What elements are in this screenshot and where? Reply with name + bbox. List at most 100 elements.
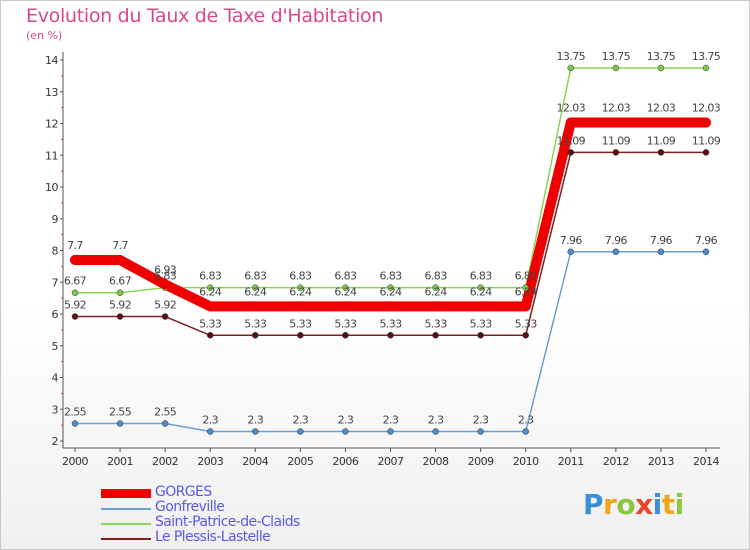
data-point: [430, 301, 441, 312]
data-label: 6.83: [199, 270, 222, 283]
logo-letter: t: [661, 488, 675, 521]
data-point: [115, 255, 126, 266]
data-label: 13.75: [557, 50, 586, 63]
data-point: [522, 284, 529, 291]
x-tick-label: 2013: [648, 455, 674, 468]
data-label: 2.3: [202, 413, 218, 426]
data-point: [250, 301, 261, 312]
data-point: [702, 64, 710, 72]
data-label: 12.03: [602, 102, 631, 115]
data-point: [71, 420, 79, 427]
axes: 2 3 4 5 6 7 8 9 10 11 12 13 14 2000 2001 2002 2003 2004 20…: [45, 52, 720, 468]
proxiti-logo: Proxiti: [583, 488, 684, 521]
y-tick-label: 11: [45, 149, 58, 162]
data-point: [655, 117, 666, 128]
data-label: 2.3: [383, 413, 399, 426]
y-tick-label: 7: [52, 276, 59, 289]
logo-letter: i: [652, 488, 663, 521]
data-label: 7.7: [67, 239, 83, 252]
data-point: [567, 64, 575, 72]
data-point: [116, 313, 124, 320]
data-label: 2.3: [247, 413, 263, 426]
data-label: 6.83: [244, 270, 267, 283]
unit-label: (en %): [26, 29, 63, 42]
data-label: 7.96: [605, 234, 628, 247]
data-label: 2.55: [64, 406, 87, 419]
data-point: [161, 313, 169, 320]
data-point: [612, 64, 620, 72]
x-tick-label: 2003: [197, 455, 223, 468]
data-point: [297, 332, 304, 339]
data-label: 6.83: [470, 270, 493, 283]
data-point: [432, 428, 439, 435]
legend-label: Saint-Patrice-de-Claids: [155, 514, 300, 530]
x-tick-label: 2009: [468, 455, 494, 468]
data-point: [657, 64, 665, 72]
data-point: [252, 428, 259, 435]
data-label: 6.83: [334, 270, 357, 283]
data-label: 2.3: [428, 413, 444, 426]
data-point: [71, 289, 79, 296]
data-label: 12.03: [557, 102, 586, 115]
data-label: 7.7: [112, 239, 128, 252]
data-label: 12.03: [692, 102, 721, 115]
data-label: 5.92: [64, 299, 86, 312]
data-point: [70, 255, 80, 266]
data-label: 2.3: [518, 413, 534, 426]
data-label: 12.03: [647, 102, 676, 115]
legend-swatch: [101, 508, 151, 510]
data-point: [387, 332, 394, 339]
y-tick-label: 5: [52, 340, 59, 353]
data-point: [206, 332, 214, 339]
data-point: [700, 117, 711, 128]
data-point: [71, 313, 79, 320]
data-label: 11.09: [692, 134, 721, 147]
data-point: [702, 149, 710, 156]
y-tick-label: 6: [52, 308, 59, 321]
data-label: 6.83: [289, 270, 312, 283]
data-label: 5.33: [515, 317, 538, 330]
data-point: [342, 332, 349, 339]
data-point: [161, 420, 169, 427]
data-label: 5.33: [199, 317, 222, 330]
data-point: [297, 284, 304, 291]
y-tick-label: 13: [45, 86, 58, 99]
data-labels: 2.55 2.55 2.55 2.3 2.3 2.3 2.3 2.3 2.3 2.3 2.3 7.96…: [64, 50, 721, 427]
data-label: 6.24: [334, 285, 357, 298]
data-label: 5.33: [470, 317, 493, 330]
x-tick-label: 2011: [558, 455, 584, 468]
data-label: 11.09: [647, 134, 676, 147]
data-label: 6.83: [379, 270, 402, 283]
legend-swatch: [101, 523, 151, 525]
data-point: [610, 117, 621, 128]
data-point: [475, 301, 486, 312]
x-tick-label: 2001: [107, 455, 133, 468]
data-point: [206, 284, 214, 291]
data-point: [160, 279, 171, 290]
data-label: 6.24: [199, 285, 222, 298]
data-label: 6.67: [109, 275, 132, 288]
data-point: [385, 301, 396, 312]
data-point: [567, 149, 575, 156]
data-label: 2.55: [154, 406, 177, 419]
logo-letter: r: [603, 488, 617, 521]
x-tick-label: 2008: [423, 455, 449, 468]
legend-swatch: [101, 489, 151, 498]
data-label: 6.83: [425, 270, 448, 283]
data-point: [702, 248, 710, 256]
data-label: 7.96: [650, 234, 673, 247]
y-tick-label: 12: [45, 118, 58, 131]
data-point: [252, 284, 259, 291]
data-point: [206, 428, 214, 435]
chart-title: Evolution du Taux de Taxe d'Habitation: [26, 5, 384, 27]
data-label: 2.3: [473, 413, 489, 426]
data-label: 5.92: [109, 299, 131, 312]
data-point: [477, 332, 484, 339]
data-label: 6.93: [154, 263, 177, 276]
x-tick-label: 2002: [152, 455, 178, 468]
logo-letter: i: [674, 488, 685, 521]
data-label: 2.55: [109, 406, 132, 419]
data-label: 6.24: [470, 285, 493, 298]
legend-label: Gonfreville: [155, 499, 225, 515]
